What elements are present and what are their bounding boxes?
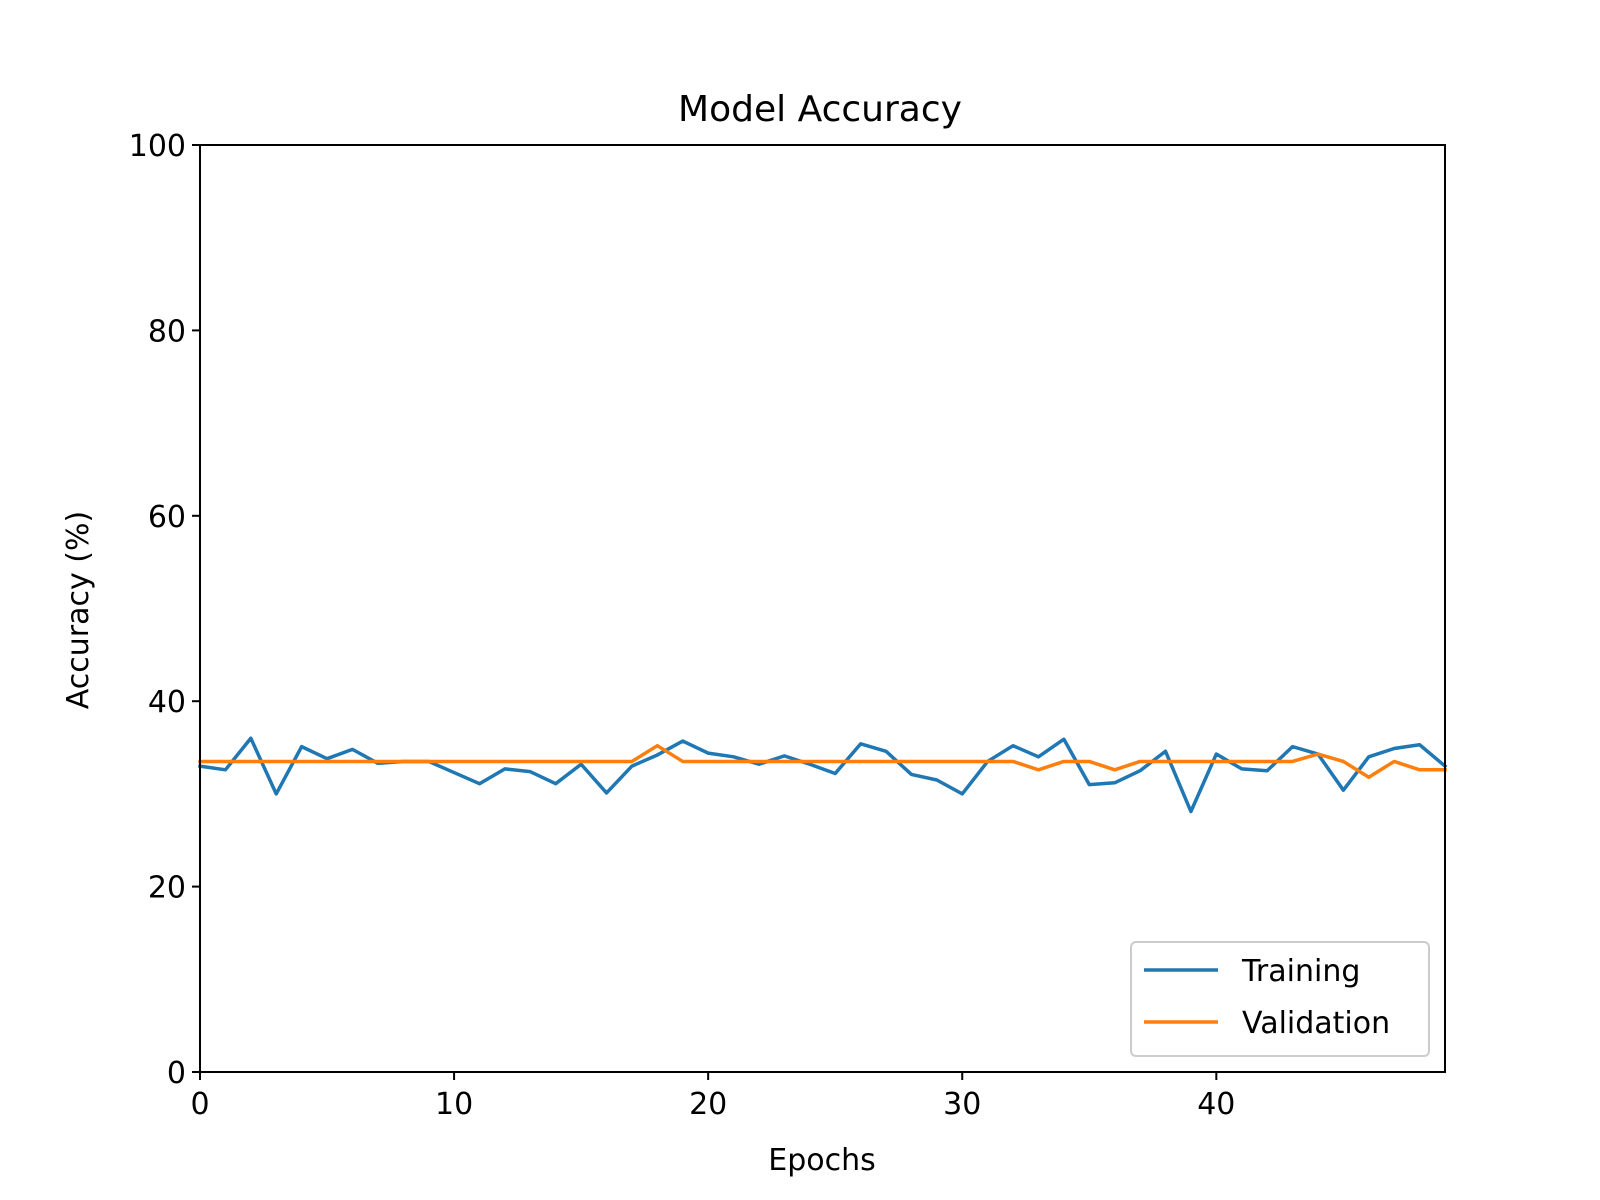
plot-frame — [199, 144, 1446, 1073]
x-tick-label: 30 — [943, 1087, 981, 1122]
y-tick-label: 60 — [148, 500, 186, 535]
x-tick-label: 20 — [689, 1087, 727, 1122]
legend-label-validation: Validation — [1242, 1006, 1390, 1041]
plot-lines — [198, 736, 1448, 814]
series-line-validation — [198, 743, 1447, 779]
x-axis-label: Epochs — [768, 1143, 876, 1178]
y-tick-label: 100 — [129, 129, 186, 164]
y-axis-ticks: 0 20 40 60 80 100 — [129, 129, 200, 1091]
chart-title: Model Accuracy — [678, 89, 962, 130]
y-tick-label: 0 — [167, 1056, 186, 1091]
y-tick-label: 20 — [148, 871, 186, 906]
x-axis-ticks: 0 10 20 30 40 — [190, 1072, 1235, 1122]
legend: Training Validation — [1130, 941, 1430, 1057]
y-tick-label: 40 — [148, 685, 186, 720]
x-tick-label: 10 — [435, 1087, 473, 1122]
x-tick-label: 40 — [1197, 1087, 1235, 1122]
y-axis-label: Accuracy (%) — [61, 511, 96, 709]
x-tick-label: 0 — [190, 1087, 209, 1122]
legend-label-training: Training — [1241, 954, 1360, 989]
y-tick-label: 80 — [148, 314, 186, 349]
